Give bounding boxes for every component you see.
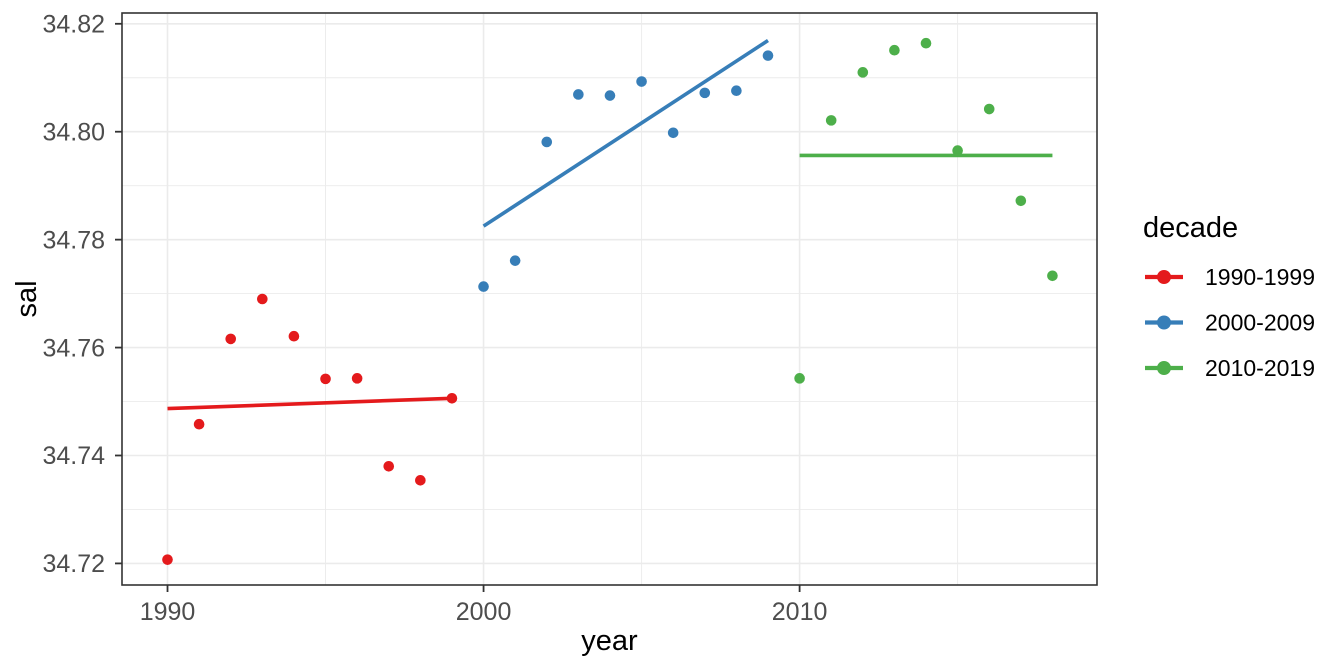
legend-entries: 1990-1999 2000-2009 2010-2019 — [1145, 264, 1315, 381]
data-point — [509, 255, 521, 266]
legend-entry: 2000-2009 — [1145, 310, 1315, 336]
data-point — [983, 103, 995, 115]
series-2000-2009 — [478, 39, 774, 292]
data-point — [952, 145, 963, 156]
y-tick-label: 34.76 — [42, 334, 105, 362]
y-tick-labels: 34.72 34.74 34.76 34.78 34.80 34.82 — [42, 11, 105, 579]
data-point — [762, 50, 774, 61]
gridlines-minor — [122, 13, 1097, 585]
data-point — [1047, 270, 1058, 282]
data-point — [731, 85, 742, 97]
legend-entry: 1990-1999 — [1145, 264, 1315, 290]
legend-title: decade — [1143, 212, 1238, 244]
data-point — [225, 333, 237, 345]
plot-panel — [121, 12, 1098, 586]
x-axis: 1990 2000 2010 year — [140, 585, 828, 657]
trend-line — [167, 396, 453, 411]
data-point — [446, 392, 458, 404]
y-tick-marks — [115, 22, 122, 565]
data-point — [415, 475, 426, 486]
data-point — [667, 127, 679, 139]
y-tick-label: 34.74 — [42, 442, 105, 470]
data-point — [162, 554, 173, 565]
legend-entry-label: 2000-2009 — [1205, 310, 1315, 336]
x-tick-label: 2000 — [456, 598, 512, 626]
data-point — [857, 67, 869, 78]
data-point — [573, 89, 584, 100]
legend-entry-label: 2010-2019 — [1205, 355, 1315, 381]
data-point — [541, 136, 553, 148]
data-point — [383, 460, 395, 472]
data-point — [604, 90, 616, 101]
data-point — [920, 37, 932, 49]
x-tick-marks — [166, 585, 801, 592]
legend-key-dot — [1157, 361, 1171, 375]
y-tick-label: 34.80 — [42, 118, 105, 146]
series-2010-2019 — [794, 37, 1058, 384]
data-point — [320, 373, 331, 385]
y-axis: 34.72 34.74 34.76 34.78 34.80 34.82 sal — [11, 11, 122, 579]
panel-border — [121, 12, 1098, 586]
legend: decade 1990-1999 2000-2009 2010-2019 — [1143, 212, 1315, 381]
data-point — [351, 373, 363, 384]
x-tick-labels: 1990 2000 2010 — [140, 598, 828, 626]
x-tick-label: 2010 — [772, 598, 828, 626]
data-point — [1015, 195, 1027, 207]
legend-key-dot — [1157, 315, 1171, 330]
y-axis-title: sal — [11, 280, 43, 317]
panel-background — [122, 13, 1097, 585]
series-1990-1999 — [162, 293, 458, 565]
trend-line — [482, 39, 769, 228]
legend-entry-label: 1990-1999 — [1205, 264, 1315, 290]
data-point — [794, 373, 805, 384]
data-point — [193, 418, 205, 430]
legend-entry: 2010-2019 — [1145, 355, 1315, 381]
data-point — [478, 281, 489, 292]
data-point — [636, 76, 647, 87]
data-point — [825, 115, 837, 126]
x-tick-label: 1990 — [140, 598, 196, 626]
y-tick-label: 34.72 — [42, 550, 105, 578]
x-axis-title: year — [581, 625, 638, 657]
legend-key-dot — [1157, 270, 1171, 284]
data-point — [889, 44, 900, 56]
y-tick-label: 34.78 — [42, 226, 105, 254]
gridlines-major — [122, 13, 1097, 585]
series-layer — [162, 37, 1058, 565]
data-point — [699, 87, 711, 99]
y-tick-label: 34.82 — [42, 11, 105, 39]
data-point — [288, 330, 300, 342]
data-point — [257, 293, 268, 305]
